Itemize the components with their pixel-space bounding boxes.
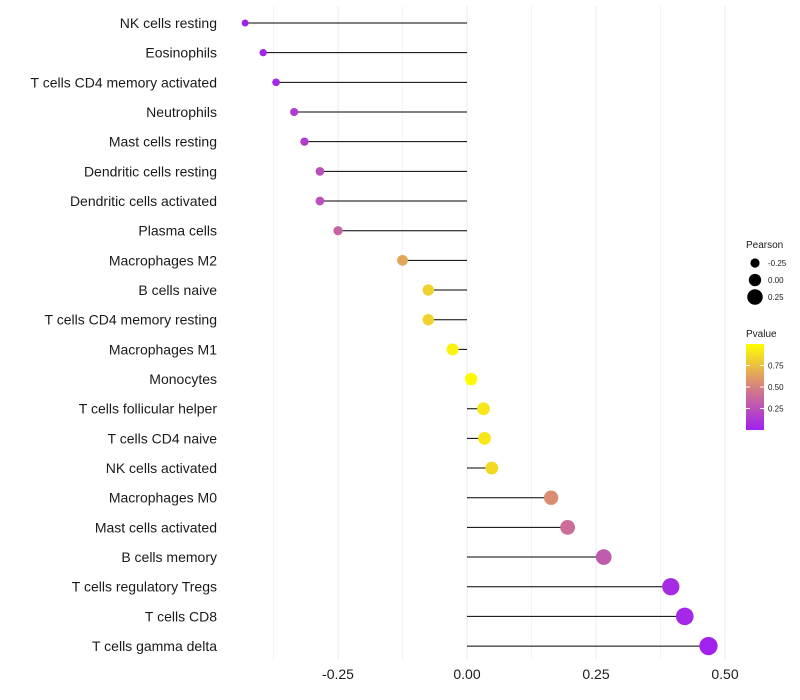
category-label: Eosinophils	[145, 45, 217, 61]
size-legend-dot	[750, 258, 760, 268]
size-legend: Pearson -0.25 0.00 0.25	[746, 240, 787, 305]
category-label: B cells naive	[138, 282, 217, 298]
size-legend-dot	[747, 289, 763, 305]
color-legend-label: 0.25	[768, 405, 784, 414]
lollipop-point	[485, 461, 499, 475]
category-label: Mast cells activated	[95, 519, 217, 535]
lollipop-point	[300, 137, 309, 146]
lollipop-point	[259, 48, 267, 57]
vertical-gridlines	[273, 6, 726, 660]
category-label: T cells CD4 memory resting	[45, 312, 217, 328]
color-legend-gradient-bar	[746, 344, 764, 430]
color-legend-title: Pvalue	[746, 329, 777, 340]
category-label: T cells gamma delta	[92, 638, 217, 654]
category-label: Monocytes	[149, 371, 217, 387]
category-label: Neutrophils	[146, 104, 217, 120]
size-legend-label: 0.00	[768, 276, 784, 285]
category-labels: NK cells resting Eosinophils T cells CD4 m…	[31, 15, 218, 654]
color-legend-label: 0.75	[768, 362, 784, 371]
category-label: NK cells resting	[120, 15, 217, 31]
lollipop-point	[272, 78, 280, 87]
lollipop-point	[699, 636, 718, 656]
category-label: B cells memory	[121, 549, 217, 565]
lollipop-point	[422, 284, 435, 296]
category-label: T cells follicular helper	[79, 401, 218, 417]
lollipop-point	[464, 372, 478, 386]
color-legend: Pvalue 0.75 0.50 0.25	[746, 329, 784, 430]
lollipop-point	[446, 343, 459, 356]
lollipop-point	[595, 549, 612, 565]
lollipop-point	[543, 490, 559, 505]
lollipop-point	[478, 431, 491, 445]
x-tick-label: 0.25	[582, 666, 609, 682]
lollipop-stems	[245, 22, 709, 647]
category-label: NK cells activated	[106, 460, 217, 476]
category-label: T cells CD4 naive	[108, 430, 218, 446]
lollipop-points	[241, 19, 718, 656]
category-label: Macrophages M2	[109, 252, 217, 268]
size-legend-dot	[748, 273, 762, 287]
lollipop-point	[241, 19, 249, 27]
category-label: Macrophages M1	[109, 341, 217, 357]
lollipop-point	[477, 402, 490, 416]
size-legend-title: Pearson	[746, 240, 783, 251]
category-label: Dendritic cells activated	[70, 193, 217, 209]
lollipop-point	[315, 196, 325, 206]
lollipop-point	[675, 607, 694, 626]
lollipop-point	[560, 519, 576, 535]
size-legend-label: -0.25	[768, 259, 787, 268]
lollipop-point	[290, 107, 299, 117]
x-tick-label: 0.50	[711, 666, 738, 682]
lollipop-point	[333, 226, 343, 236]
category-label: T cells CD8	[145, 608, 217, 624]
lollipop-point	[397, 254, 408, 266]
category-label: T cells CD4 memory activated	[31, 74, 217, 90]
x-tick-label: -0.25	[322, 666, 354, 682]
color-legend-label: 0.50	[768, 383, 784, 392]
lollipop-point	[422, 313, 435, 326]
category-label: T cells regulatory Tregs	[72, 579, 217, 595]
category-label: Dendritic cells resting	[84, 163, 217, 179]
lollipop-point	[315, 166, 325, 176]
lollipop-point	[662, 578, 680, 596]
category-label: Mast cells resting	[109, 134, 217, 150]
x-axis-tick-labels: -0.25 0.00 0.25 0.50	[322, 666, 739, 682]
size-legend-label: 0.25	[768, 293, 784, 302]
category-label: Plasma cells	[138, 223, 217, 239]
x-tick-label: 0.00	[453, 666, 480, 682]
category-label: Macrophages M0	[109, 490, 217, 506]
